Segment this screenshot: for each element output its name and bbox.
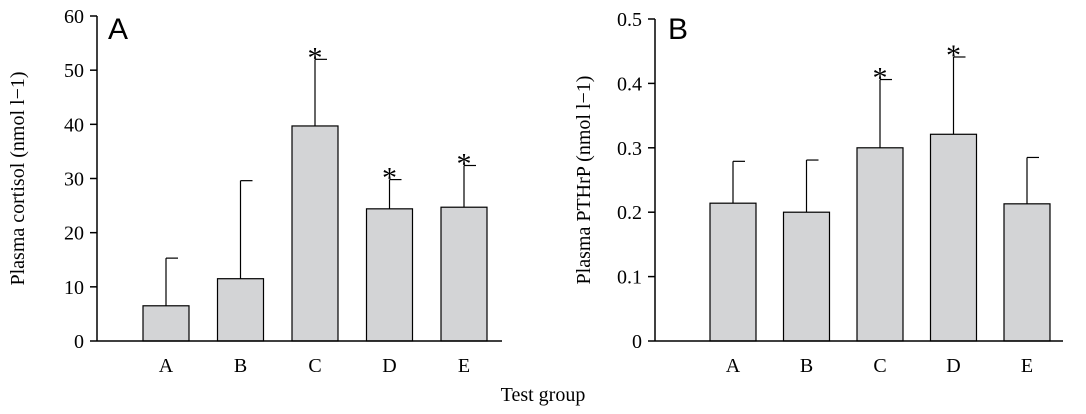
y-tick-label: 0.1 (617, 267, 642, 289)
panel-label: A (108, 13, 128, 46)
x-tick-label-c: C (308, 355, 321, 377)
bar-a (709, 202, 757, 342)
y-tick-label: 0.4 (617, 73, 642, 95)
panel-b-pthrp-chart: A B * C * D E 0 0.1 0.2 0.3 0.4 0.5 B Plasma PTHrP (nm… (573, 9, 1063, 377)
bar-d (929, 133, 978, 342)
y-tick-label: 0.3 (617, 138, 642, 160)
x-tick-label-d: D (382, 355, 396, 377)
bar-b (782, 211, 831, 342)
bar-a (142, 305, 190, 342)
y-tick-label: 0 (74, 331, 84, 353)
y-tick-label: 0.5 (617, 9, 642, 31)
bar-e (440, 206, 488, 342)
x-tick-label-a: A (159, 355, 174, 377)
x-tick-label-e: E (1021, 355, 1033, 377)
y-tick-label: 10 (64, 277, 84, 299)
panel-label: B (668, 13, 688, 46)
bar-d (365, 208, 414, 342)
significance-star-c: * (308, 41, 323, 74)
x-tick-label-d: D (946, 355, 960, 377)
y-tick-label: 0.2 (617, 202, 642, 224)
significance-star-d: * (946, 39, 961, 72)
y-axis-title: Plasma cortisol (nmol l−1) (7, 71, 29, 285)
y-axis-title: Plasma PTHrP (nmol l−1) (573, 76, 595, 285)
x-tick-label-a: A (726, 355, 741, 377)
y-tick-label: 50 (64, 60, 84, 82)
x-tick-label-b: B (800, 355, 813, 377)
bar-e (1003, 203, 1051, 342)
x-tick-label-c: C (873, 355, 886, 377)
significance-star-e: * (457, 148, 472, 181)
significance-star-d: * (382, 162, 397, 195)
bar-c (856, 147, 904, 342)
y-tick-label: 30 (64, 169, 84, 191)
x-tick-label-b: B (234, 355, 247, 377)
panel-a-cortisol-chart: A B * C * D * E 0 10 20 30 40 50 60 A Plasma cortisol (n… (7, 6, 502, 377)
bar-c (291, 125, 339, 342)
y-tick-label: 60 (64, 6, 84, 28)
x-tick-label-e: E (458, 355, 470, 377)
bar-b (216, 278, 265, 342)
significance-star-c: * (873, 62, 888, 95)
y-tick-label: 20 (64, 223, 84, 245)
y-tick-label: 0 (632, 331, 642, 353)
y-tick-label: 40 (64, 114, 84, 136)
x-axis-title: Test group (500, 384, 586, 406)
